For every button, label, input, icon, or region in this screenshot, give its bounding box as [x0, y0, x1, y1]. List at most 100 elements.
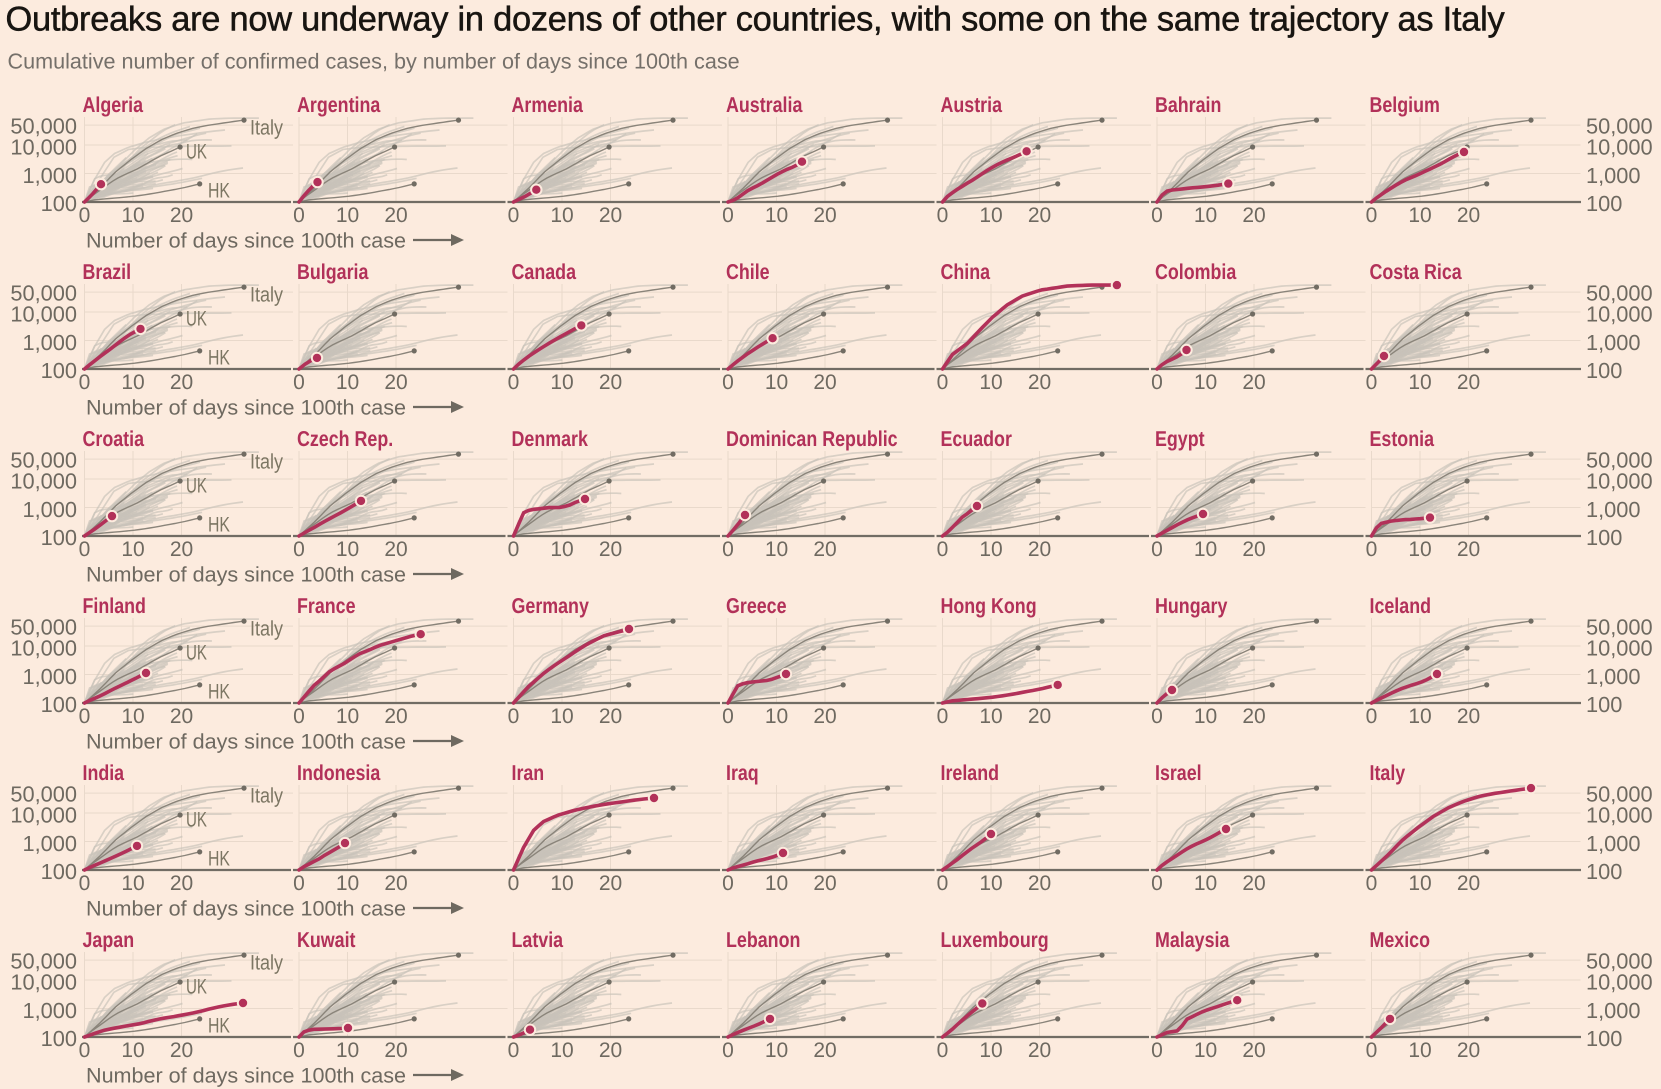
svg-text:India: India [83, 761, 125, 785]
svg-text:10: 10 [550, 705, 573, 728]
svg-text:Italy: Italy [250, 451, 283, 474]
svg-text:1,000: 1,000 [1586, 998, 1641, 1023]
svg-text:0: 0 [722, 538, 734, 561]
svg-text:Italy: Italy [1370, 761, 1406, 785]
svg-text:10: 10 [765, 204, 788, 227]
svg-text:1,000: 1,000 [22, 497, 77, 522]
svg-text:10: 10 [121, 872, 144, 895]
svg-text:Algeria: Algeria [83, 93, 144, 117]
svg-text:10,000: 10,000 [1586, 803, 1653, 828]
svg-text:10,000: 10,000 [1586, 302, 1653, 327]
svg-text:50,000: 50,000 [10, 281, 77, 306]
svg-text:0: 0 [1366, 1039, 1378, 1062]
svg-text:Brazil: Brazil [83, 260, 132, 284]
svg-text:50,000: 50,000 [10, 615, 77, 640]
svg-text:0: 0 [1366, 371, 1378, 394]
svg-text:UK: UK [186, 475, 207, 498]
svg-text:10: 10 [1194, 204, 1217, 227]
svg-text:0: 0 [508, 872, 520, 895]
svg-text:100: 100 [1586, 191, 1622, 216]
svg-text:20: 20 [599, 538, 622, 561]
svg-text:10,000: 10,000 [1586, 135, 1653, 160]
svg-text:20: 20 [813, 705, 836, 728]
svg-text:1,000: 1,000 [1586, 330, 1641, 355]
svg-text:Italy: Italy [250, 284, 283, 307]
svg-text:100: 100 [41, 358, 77, 383]
svg-text:Estonia: Estonia [1370, 427, 1435, 451]
svg-text:50,000: 50,000 [10, 782, 77, 807]
svg-text:10: 10 [121, 705, 144, 728]
svg-text:0: 0 [293, 371, 305, 394]
svg-text:HK: HK [208, 848, 230, 871]
svg-text:20: 20 [1028, 204, 1051, 227]
svg-text:10: 10 [979, 204, 1002, 227]
svg-text:0: 0 [722, 872, 734, 895]
svg-text:Belgium: Belgium [1370, 93, 1440, 117]
svg-text:HK: HK [208, 1015, 230, 1038]
svg-text:0: 0 [1151, 371, 1163, 394]
svg-text:1,000: 1,000 [1586, 664, 1641, 689]
svg-text:Indonesia: Indonesia [297, 761, 381, 785]
svg-text:10,000: 10,000 [10, 469, 77, 494]
svg-text:0: 0 [508, 538, 520, 561]
svg-text:10: 10 [121, 538, 144, 561]
svg-text:Malaysia: Malaysia [1155, 928, 1230, 952]
svg-text:Chile: Chile [726, 260, 770, 284]
svg-text:100: 100 [41, 1026, 77, 1051]
svg-text:0: 0 [722, 705, 734, 728]
svg-text:0: 0 [722, 371, 734, 394]
svg-text:10: 10 [550, 872, 573, 895]
svg-text:20: 20 [170, 538, 193, 561]
svg-text:1,000: 1,000 [1586, 497, 1641, 522]
svg-text:10: 10 [1408, 538, 1431, 561]
svg-text:20: 20 [599, 204, 622, 227]
svg-text:10: 10 [1194, 872, 1217, 895]
svg-text:10,000: 10,000 [1586, 970, 1653, 995]
svg-text:10: 10 [1408, 371, 1431, 394]
svg-text:0: 0 [1151, 705, 1163, 728]
svg-text:0: 0 [293, 705, 305, 728]
svg-text:Australia: Australia [726, 93, 803, 117]
svg-text:0: 0 [79, 872, 91, 895]
svg-text:France: France [297, 594, 356, 618]
svg-text:1,000: 1,000 [22, 998, 77, 1023]
svg-text:UK: UK [186, 308, 207, 331]
svg-text:10,000: 10,000 [10, 803, 77, 828]
svg-text:20: 20 [1242, 1039, 1265, 1062]
svg-text:Bulgaria: Bulgaria [297, 260, 369, 284]
svg-text:Argentina: Argentina [297, 93, 381, 117]
svg-text:0: 0 [722, 1039, 734, 1062]
svg-text:10,000: 10,000 [1586, 469, 1653, 494]
svg-text:UK: UK [186, 642, 207, 665]
svg-text:100: 100 [41, 191, 77, 216]
svg-text:20: 20 [384, 204, 407, 227]
svg-text:Iceland: Iceland [1370, 594, 1432, 618]
svg-text:Latvia: Latvia [512, 928, 564, 952]
svg-text:1,000: 1,000 [22, 163, 77, 188]
svg-text:10: 10 [1194, 1039, 1217, 1062]
svg-text:HK: HK [208, 180, 230, 203]
svg-text:Germany: Germany [512, 594, 589, 618]
svg-text:10: 10 [336, 872, 359, 895]
svg-text:Cumulative number of confirmed: Cumulative number of confirmed cases, by… [8, 49, 740, 74]
svg-text:50,000: 50,000 [1586, 949, 1653, 974]
svg-text:20: 20 [1028, 705, 1051, 728]
svg-text:100: 100 [1586, 525, 1622, 550]
svg-text:0: 0 [937, 1039, 949, 1062]
svg-text:HK: HK [208, 681, 230, 704]
svg-text:0: 0 [79, 538, 91, 561]
svg-text:10: 10 [121, 204, 144, 227]
svg-text:0: 0 [79, 204, 91, 227]
svg-text:20: 20 [1242, 538, 1265, 561]
svg-text:0: 0 [1151, 872, 1163, 895]
svg-text:Italy: Italy [250, 785, 283, 808]
svg-text:Hungary: Hungary [1155, 594, 1227, 618]
svg-text:Armenia: Armenia [512, 93, 584, 117]
svg-text:10,000: 10,000 [10, 135, 77, 160]
svg-text:0: 0 [937, 872, 949, 895]
svg-text:20: 20 [813, 872, 836, 895]
svg-text:0: 0 [293, 872, 305, 895]
svg-text:20: 20 [1028, 872, 1051, 895]
svg-text:20: 20 [1028, 1039, 1051, 1062]
svg-text:20: 20 [170, 371, 193, 394]
